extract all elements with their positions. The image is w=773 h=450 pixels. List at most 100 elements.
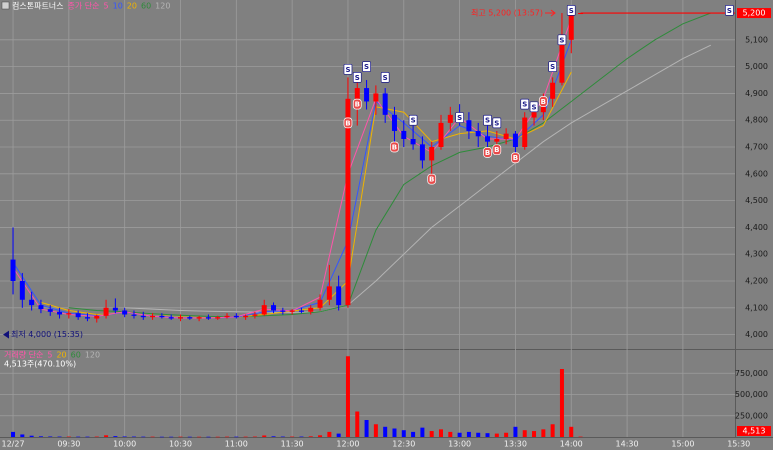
signal-marker	[380, 72, 390, 83]
signal-label: B	[355, 101, 360, 109]
signal-marker	[352, 98, 362, 110]
candle-body	[75, 313, 81, 318]
candle-body	[345, 98, 351, 306]
candle-body	[103, 307, 109, 316]
candle-body	[187, 317, 193, 319]
candle-body	[168, 317, 174, 319]
volume-bar	[466, 431, 471, 437]
candle-body	[159, 315, 165, 318]
volume-bar	[94, 436, 99, 438]
legend-item: 60	[71, 351, 81, 360]
candle-body	[289, 310, 295, 312]
volume-bar	[122, 436, 127, 437]
candle-body	[494, 138, 500, 142]
candle-body	[373, 93, 379, 102]
volume-bar	[401, 430, 406, 437]
signal-label: B	[494, 146, 499, 154]
volume-bar	[355, 411, 360, 437]
candle-body	[224, 315, 230, 318]
volume-bar	[420, 427, 425, 437]
signal-marker	[483, 147, 492, 158]
volume-bar	[429, 431, 434, 437]
x-tick-label: 10:00	[113, 440, 136, 449]
candle-body	[364, 88, 370, 102]
volume-bar	[11, 431, 16, 437]
y-tick-label: 4,900	[745, 89, 768, 98]
volume-bar	[271, 436, 276, 437]
volume-info: 4,513주(470.10%)	[4, 360, 76, 369]
signal-label: S	[550, 63, 555, 71]
legend-item: 종가 단순	[68, 1, 100, 11]
signal-marker	[343, 117, 353, 129]
candle-body	[568, 13, 574, 40]
candle-body	[438, 122, 444, 148]
x-tick-label: 12:00	[336, 440, 359, 449]
volume-bar	[131, 436, 136, 438]
x-tick-label: 15:00	[671, 440, 694, 449]
signal-label: S	[364, 63, 369, 71]
signal-label: B	[485, 149, 490, 157]
legend-icon	[1, 1, 10, 10]
candle-body	[140, 315, 146, 318]
candle-body	[550, 82, 556, 99]
signal-marker	[725, 5, 734, 16]
volume-bar	[252, 436, 257, 438]
x-tick-label: 10:30	[169, 440, 192, 449]
signal-marker	[455, 112, 464, 123]
ma-line	[68, 12, 711, 318]
volume-bar	[20, 434, 25, 437]
x-tick-label: 14:30	[616, 440, 639, 449]
candle-body	[401, 130, 407, 139]
candle-body	[29, 299, 35, 306]
volume-bar	[513, 426, 518, 437]
signal-marker	[408, 114, 418, 126]
candle-body	[382, 93, 388, 115]
volume-bar	[364, 420, 369, 437]
signal-marker	[352, 72, 362, 83]
volume-tick-label: 750,000	[735, 369, 768, 378]
volume-bar	[318, 435, 323, 437]
legend-item: 5	[104, 2, 109, 11]
volume-bar	[85, 436, 90, 438]
y-tick-label: 4,300	[745, 250, 768, 259]
signal-label: B	[541, 98, 546, 106]
volume-bar	[299, 436, 304, 438]
signal-label: B	[392, 144, 397, 152]
signal-marker	[362, 61, 371, 72]
signal-marker	[492, 144, 502, 156]
signal-marker	[520, 98, 530, 110]
candle-body	[326, 286, 332, 300]
volume-bar	[541, 429, 546, 437]
signal-marker	[492, 117, 502, 129]
candle-body	[447, 114, 453, 123]
volume-bar	[485, 433, 490, 437]
volume-bar	[76, 436, 81, 438]
y-tick-label: 4,400	[745, 223, 768, 232]
ma-line	[124, 44, 712, 313]
x-tick-label: 11:00	[225, 440, 248, 449]
signal-marker	[511, 152, 520, 164]
candle-body	[410, 138, 416, 145]
volume-bar	[559, 369, 564, 437]
volume-bar	[550, 424, 555, 437]
candle-body	[271, 305, 277, 311]
candle-body	[215, 317, 221, 319]
signal-label: S	[559, 36, 564, 44]
volume-bar	[206, 436, 211, 438]
candle-body	[298, 310, 304, 312]
candle-body	[243, 315, 249, 318]
candle-body	[391, 114, 397, 131]
candle-body	[94, 315, 100, 319]
volume-bar	[457, 432, 462, 437]
candle-body	[512, 133, 518, 148]
volume-bar	[243, 436, 248, 438]
signal-label: S	[345, 66, 350, 74]
legend-item: 20	[127, 2, 137, 11]
candle-body	[177, 317, 183, 319]
x-tick-label: 13:00	[448, 440, 471, 449]
volume-bar	[439, 429, 443, 437]
volume-bar	[336, 433, 341, 437]
x-tick-label: 12:30	[392, 440, 415, 449]
candle-body	[531, 112, 537, 118]
candle-body	[205, 317, 211, 319]
